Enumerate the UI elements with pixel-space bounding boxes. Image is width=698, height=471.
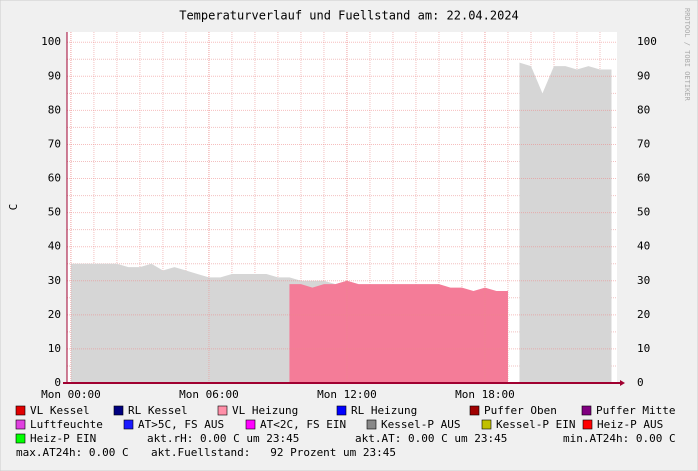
legend-label: Kessel-P EIN bbox=[496, 418, 575, 431]
y-tick-label-right: 10 bbox=[637, 342, 650, 355]
legend-label: VL Kessel bbox=[30, 404, 90, 417]
legend-swatch bbox=[245, 419, 256, 430]
y-tick-label-right: 30 bbox=[637, 274, 650, 287]
y-tick-label: 80 bbox=[48, 103, 61, 116]
x-axis-arrow bbox=[620, 380, 625, 386]
y-tick-label-right: 40 bbox=[637, 240, 650, 253]
legend-swatch bbox=[481, 419, 492, 430]
legend-swatch bbox=[15, 405, 26, 416]
legend-swatch bbox=[581, 405, 592, 416]
y-tick-label-right: 60 bbox=[637, 172, 650, 185]
y-tick-label-right: 20 bbox=[637, 308, 650, 321]
y-tick-label-right: 70 bbox=[637, 137, 650, 150]
y-tick-label: 100 bbox=[41, 35, 61, 48]
stat-text: akt.rH: 0.00 C um 23:45 bbox=[147, 432, 299, 445]
y-tick-label: 40 bbox=[48, 240, 61, 253]
legend-swatch bbox=[582, 419, 593, 430]
stat-text: akt.AT: 0.00 C um 23:45 bbox=[355, 432, 507, 445]
y-axis-label: C bbox=[7, 204, 20, 211]
y-tick-label-right: 50 bbox=[637, 206, 650, 219]
plot-layer bbox=[67, 32, 617, 384]
y-tick-label: 60 bbox=[48, 172, 61, 185]
x-tick-label: Mon 06:00 bbox=[179, 388, 239, 401]
stat-text: max.AT24h: 0.00 C bbox=[16, 446, 129, 459]
legend-label: AT>5C, FS AUS bbox=[138, 418, 224, 431]
y-tick-label-right: 0 bbox=[637, 376, 644, 389]
area bbox=[70, 263, 359, 383]
legend-label: Kessel-P AUS bbox=[381, 418, 460, 431]
legend-label: Luftfeuchte bbox=[30, 418, 103, 431]
legend-label: Puffer Mitte bbox=[596, 404, 675, 417]
legend-label: Heiz-P AUS bbox=[597, 418, 663, 431]
legend-swatch bbox=[15, 433, 26, 444]
legend-label: RL Kessel bbox=[128, 404, 188, 417]
legend-label: AT<2C, FS EIN bbox=[260, 418, 346, 431]
y-tick-label: 90 bbox=[48, 69, 61, 82]
y-tick-label-right: 80 bbox=[637, 103, 650, 116]
y-tick-label: 10 bbox=[48, 342, 61, 355]
stat-text: akt.Fuellstand: 92 Prozent um 23:45 bbox=[151, 446, 396, 459]
legend-swatch bbox=[123, 419, 134, 430]
legend-swatch bbox=[469, 405, 480, 416]
legend-label: VL Heizung bbox=[232, 404, 298, 417]
x-tick-label: Mon 18:00 bbox=[455, 388, 515, 401]
legend-label: Heiz-P EIN bbox=[30, 432, 96, 445]
area bbox=[519, 62, 612, 384]
y-tick-label: 30 bbox=[48, 274, 61, 287]
y-tick-label-right: 90 bbox=[637, 69, 650, 82]
y-tick-label: 70 bbox=[48, 137, 61, 150]
legend-label: Puffer Oben bbox=[484, 404, 557, 417]
x-tick-label: Mon 12:00 bbox=[317, 388, 377, 401]
y-tick-label-right: 100 bbox=[637, 35, 657, 48]
chart-title: Temperaturverlauf und Fuellstand am: 22.… bbox=[179, 9, 519, 23]
y-tick-label: 20 bbox=[48, 308, 61, 321]
side-text: RRDTOOL / TOBI OETIKER bbox=[683, 8, 691, 102]
x-tick-label: Mon 00:00 bbox=[41, 388, 101, 401]
legend-label: RL Heizung bbox=[351, 404, 417, 417]
legend-swatch bbox=[217, 405, 228, 416]
y-tick-label: 50 bbox=[48, 206, 61, 219]
area bbox=[289, 280, 508, 383]
stat-text: min.AT24h: 0.00 C bbox=[563, 432, 676, 445]
legend-swatch bbox=[15, 419, 26, 430]
legend-swatch bbox=[113, 405, 124, 416]
legend-swatch bbox=[366, 419, 377, 430]
legend-swatch bbox=[336, 405, 347, 416]
y-tick-label: 0 bbox=[54, 376, 61, 389]
